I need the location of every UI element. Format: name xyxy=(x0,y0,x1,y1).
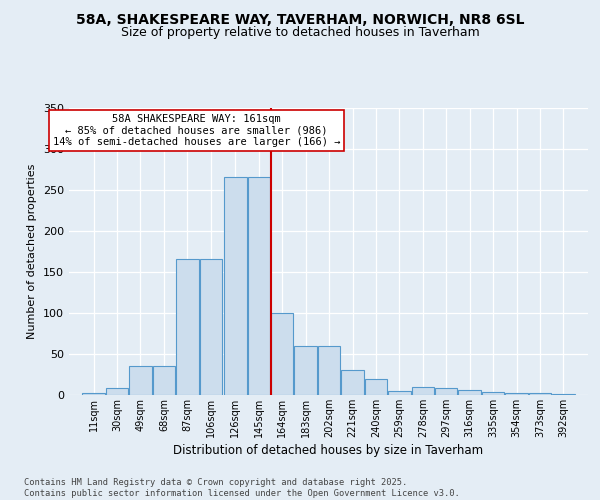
Bar xyxy=(341,370,364,395)
Bar xyxy=(529,394,551,395)
Bar xyxy=(129,366,152,395)
Text: Size of property relative to detached houses in Taverham: Size of property relative to detached ho… xyxy=(121,26,479,39)
Bar xyxy=(435,388,457,395)
Bar xyxy=(458,390,481,395)
Y-axis label: Number of detached properties: Number of detached properties xyxy=(28,164,37,339)
Bar xyxy=(271,313,293,395)
Bar xyxy=(82,394,105,395)
Text: 58A SHAKESPEARE WAY: 161sqm
← 85% of detached houses are smaller (986)
14% of se: 58A SHAKESPEARE WAY: 161sqm ← 85% of det… xyxy=(53,114,340,148)
Bar xyxy=(482,392,505,395)
Bar xyxy=(295,346,317,395)
X-axis label: Distribution of detached houses by size in Taverham: Distribution of detached houses by size … xyxy=(173,444,484,457)
Text: Contains HM Land Registry data © Crown copyright and database right 2025.
Contai: Contains HM Land Registry data © Crown c… xyxy=(24,478,460,498)
Bar xyxy=(365,378,387,395)
Bar xyxy=(248,178,270,395)
Text: 58A, SHAKESPEARE WAY, TAVERHAM, NORWICH, NR8 6SL: 58A, SHAKESPEARE WAY, TAVERHAM, NORWICH,… xyxy=(76,12,524,26)
Bar xyxy=(152,366,175,395)
Bar xyxy=(412,387,434,395)
Bar xyxy=(176,260,199,395)
Bar xyxy=(552,394,575,395)
Bar xyxy=(318,346,340,395)
Bar xyxy=(388,391,410,395)
Bar xyxy=(200,260,222,395)
Bar xyxy=(224,178,247,395)
Bar xyxy=(505,392,528,395)
Bar xyxy=(106,388,128,395)
